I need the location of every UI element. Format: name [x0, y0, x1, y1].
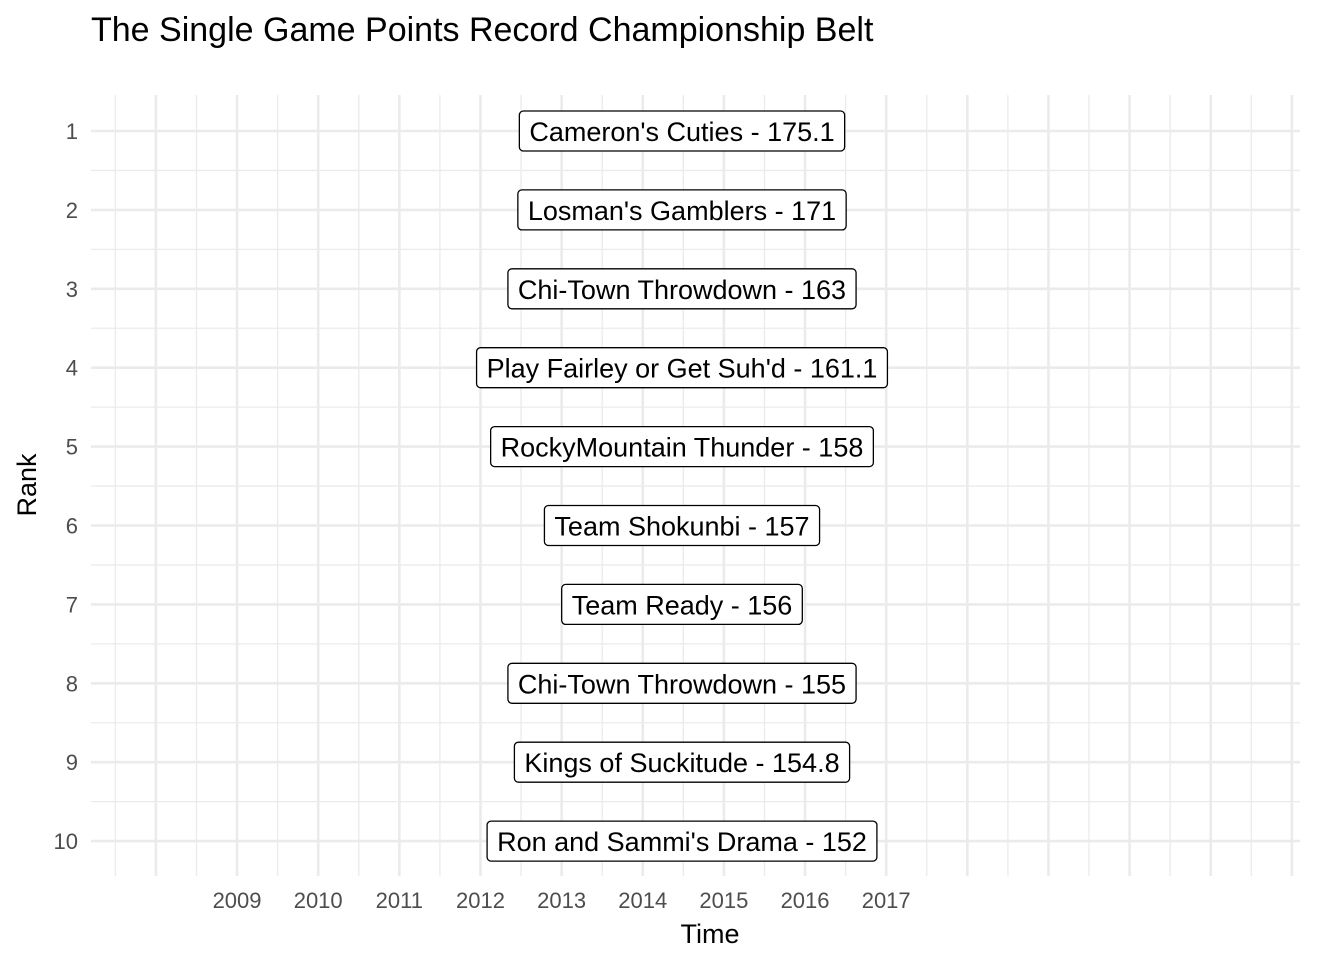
record-label-text: Ron and Sammi's Drama - 152: [497, 827, 867, 857]
x-tick-label: 2012: [456, 888, 505, 913]
record-label-text: RockyMountain Thunder - 158: [501, 433, 864, 463]
record-label-text: Chi-Town Throwdown - 155: [518, 669, 846, 699]
record-label: Cameron's Cuties - 175.1: [518, 110, 846, 152]
y-tick-label: 3: [66, 277, 78, 302]
record-label-box: [507, 268, 857, 310]
record-label: Team Ready - 156: [561, 583, 803, 626]
x-axis-ticks: 2009 2010 2011 2012 2013 2014 2015 2016 2017: [213, 888, 911, 913]
x-tick-label: 2009: [213, 888, 262, 913]
record-label-box: [475, 347, 889, 389]
chart-title: The Single Game Points Record Championsh…: [91, 11, 874, 49]
record-label-box: [561, 583, 803, 626]
x-tick-label: 2014: [618, 888, 667, 913]
record-label-box: [543, 504, 821, 547]
y-tick-label: 5: [66, 435, 78, 460]
x-tick-label: 2013: [537, 888, 586, 913]
record-label-box: [513, 741, 851, 783]
record-label-box: [489, 425, 875, 468]
record-label-box: [517, 189, 847, 231]
record-label-text: Losman's Gamblers - 171: [528, 196, 836, 226]
record-label-box: [486, 820, 878, 862]
y-tick-label: 7: [66, 592, 78, 617]
x-tick-label: 2017: [862, 888, 911, 913]
x-tick-label: 2011: [376, 888, 423, 913]
record-labels: Cameron's Cuties - 175.1 Losman's Gambler…: [475, 110, 889, 862]
x-axis-title: Time: [681, 919, 740, 949]
y-axis-ticks: 1 2 3 4 5 6 7 8 9 10: [54, 119, 78, 854]
record-label-text: Play Fairley or Get Suh'd - 161.1: [487, 354, 878, 384]
record-label-text: Chi-Town Throwdown - 163: [518, 275, 846, 305]
record-label: Team Shokunbi - 157: [543, 504, 821, 547]
record-label-box: [507, 662, 857, 704]
record-label-text: Cameron's Cuties - 175.1: [529, 117, 834, 147]
grid: [91, 95, 1300, 876]
x-tick-label: 2015: [699, 888, 748, 913]
record-label: Chi-Town Throwdown - 155: [507, 662, 857, 704]
y-tick-label: 4: [66, 356, 78, 381]
record-label-text: Team Shokunbi - 157: [554, 512, 809, 542]
x-tick-label: 2010: [294, 888, 343, 913]
record-label: Ron and Sammi's Drama - 152: [486, 820, 878, 862]
y-tick-label: 6: [66, 514, 78, 539]
record-label: Play Fairley or Get Suh'd - 161.1: [475, 347, 889, 389]
y-tick-label: 8: [66, 671, 78, 696]
y-axis-title: Rank: [12, 453, 42, 517]
y-tick-label: 9: [66, 750, 78, 775]
record-label: Losman's Gamblers - 171: [517, 189, 847, 231]
record-label-text: Kings of Suckitude - 154.8: [524, 748, 839, 778]
y-tick-label: 10: [54, 829, 78, 854]
record-label: Chi-Town Throwdown - 163: [507, 268, 857, 310]
y-tick-label: 1: [66, 119, 78, 144]
record-label-box: [518, 110, 846, 152]
record-label: Kings of Suckitude - 154.8: [513, 741, 851, 783]
x-tick-label: 2016: [781, 888, 830, 913]
record-label-text: Team Ready - 156: [572, 590, 793, 620]
y-tick-label: 2: [66, 198, 78, 223]
record-label: RockyMountain Thunder - 158: [489, 425, 875, 468]
